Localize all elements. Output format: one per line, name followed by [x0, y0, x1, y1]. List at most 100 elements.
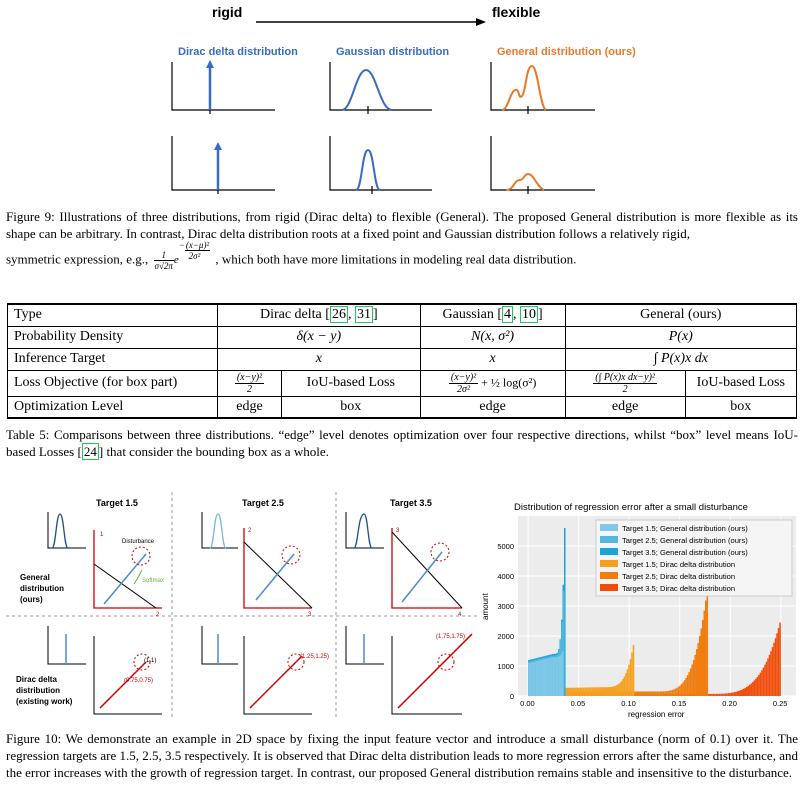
legend-entry: Target 2.5; Dirac delta distribution — [622, 572, 735, 581]
general-plot-top — [490, 62, 595, 114]
bar — [626, 669, 629, 696]
bar — [732, 692, 734, 696]
bar — [703, 610, 706, 696]
header-dirac: Dirac delta [26, 31] — [217, 304, 421, 326]
bar — [723, 693, 725, 696]
bar — [744, 687, 747, 696]
bar — [741, 689, 744, 696]
row-label: Optimization Level — [7, 396, 218, 418]
bar — [641, 691, 644, 696]
svg-text:2: 2 — [248, 528, 252, 534]
cell-value: (x−y)² 2 — [217, 370, 282, 396]
bar — [558, 655, 561, 696]
cell-value: ∫ P(x)x dx — [564, 348, 798, 370]
bar — [747, 685, 750, 696]
bar — [705, 600, 707, 696]
bar — [617, 684, 620, 696]
bar — [590, 687, 592, 696]
series-0 — [528, 651, 564, 696]
panel-title-dirac: Dirac delta distribution — [178, 46, 298, 58]
bar — [749, 684, 751, 696]
legend-entry: Target 2.5; General distribution (ours) — [622, 536, 748, 545]
cell-value: x — [217, 348, 421, 370]
general-plot-bottom — [490, 136, 595, 194]
bar — [636, 691, 639, 696]
y-tick-label: 4000 — [497, 572, 514, 581]
bar — [770, 651, 772, 696]
y-tick-label: 1000 — [497, 662, 514, 671]
bar — [758, 674, 760, 696]
svg-text:General distribution (ours): General distribution (ours) — [497, 46, 636, 58]
panel-title-general: General distribution (ours) — [497, 46, 636, 58]
cell-value: x — [419, 348, 566, 370]
x-axis-label: regression error — [628, 710, 685, 719]
bar — [692, 659, 695, 696]
bar — [638, 691, 641, 696]
point-label: (1.75,1.75) — [436, 634, 465, 640]
svg-text:Dirac delta distribution: Dirac delta distribution — [178, 46, 298, 58]
y-tick-label: 5000 — [497, 542, 514, 551]
cell-value: edge — [419, 396, 566, 418]
bar — [664, 691, 666, 696]
bar — [738, 690, 740, 696]
bar — [688, 671, 690, 696]
table-row: Loss Objective (for box part) (x−y)² 2 Io… — [7, 370, 798, 396]
bar — [633, 691, 636, 696]
figure-9-illustration: rigid flexible Dirac delta distribution … — [171, 4, 636, 194]
bar — [676, 687, 678, 696]
svg-text:distribution: distribution — [20, 584, 64, 593]
bar — [752, 682, 754, 696]
bar — [570, 687, 573, 696]
bar — [611, 686, 614, 696]
bar — [764, 664, 766, 696]
bar — [662, 691, 665, 696]
bar — [652, 691, 654, 696]
x-tick-label: 0.20 — [722, 699, 737, 708]
bar — [605, 687, 607, 696]
x-ticks: 0.00 0.05 0.10 0.15 0.20 0.25 — [520, 699, 787, 708]
bar — [702, 619, 704, 696]
bar — [774, 638, 777, 696]
bar — [773, 642, 775, 696]
bars — [528, 528, 781, 696]
bar — [554, 657, 556, 696]
bar — [689, 668, 692, 696]
y-axis-label: amount — [481, 593, 490, 620]
point-label: (1,1) — [144, 658, 156, 664]
x-tick-label: 0.10 — [621, 699, 636, 708]
bar — [755, 678, 757, 696]
bar — [743, 688, 745, 696]
svg-text:Gaussian distribution: Gaussian distribution — [336, 46, 449, 58]
bar — [649, 691, 651, 696]
bar — [733, 692, 736, 696]
citation-link[interactable]: 24 — [81, 443, 99, 460]
bar — [691, 664, 693, 696]
header-type: Type — [7, 304, 218, 326]
bar — [552, 657, 555, 696]
legend-entry: Target 1.5; General distribution (ours) — [622, 524, 748, 533]
legend-entry: Target 3.5; General distribution (ours) — [622, 548, 748, 557]
bar — [679, 685, 681, 696]
legend-swatch — [600, 548, 618, 555]
bar — [581, 687, 583, 696]
bar — [739, 690, 742, 696]
svg-text:1: 1 — [100, 532, 104, 538]
regression-error-chart: Distribution of regression error after a… — [481, 502, 796, 719]
bar — [777, 628, 780, 696]
bar — [576, 687, 579, 696]
bar — [653, 691, 656, 696]
bar — [644, 691, 647, 696]
bar — [541, 659, 544, 696]
cell-value: (∫ P(x)x dx−y)² 2 — [564, 370, 686, 396]
figure-10-illustration: Target 1.5 Target 2.5 Target 3.5 General… — [6, 492, 478, 720]
bar — [761, 670, 763, 696]
bar — [538, 660, 541, 696]
gaussian-plot-top — [329, 62, 432, 114]
general-panel-3: 3 4 — [345, 512, 463, 618]
bar — [560, 654, 562, 696]
bar — [659, 691, 662, 696]
bar — [573, 687, 576, 696]
bar — [736, 691, 739, 696]
bar — [698, 635, 701, 696]
figure-10-caption: Figure 10: We demonstrate an example in … — [6, 731, 798, 780]
